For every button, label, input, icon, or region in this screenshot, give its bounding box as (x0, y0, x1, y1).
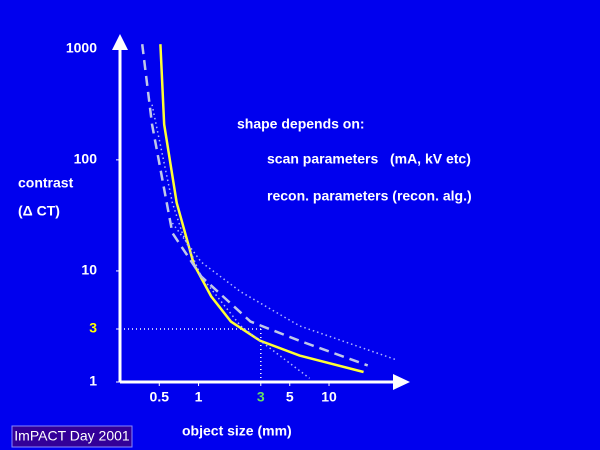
x-tick-label: 3 (257, 389, 265, 405)
y-arrow (112, 34, 128, 50)
footer: ImPACT Day 2001 (14, 428, 130, 444)
curve (159, 44, 364, 374)
curve (171, 222, 398, 361)
x-label: object size (mm) (182, 423, 292, 439)
annotation: recon. parameters (recon. alg.) (267, 188, 472, 204)
x-arrow (393, 374, 410, 390)
x-tick-label: 0.5 (150, 389, 170, 405)
y-tick-label: 1000 (66, 39, 97, 55)
x-tick-label: 5 (286, 389, 294, 405)
footer-box (11, 425, 133, 448)
y-tick-label: 1 (89, 373, 97, 389)
curve (140, 44, 369, 367)
y-tick-label: 100 (74, 151, 98, 167)
x-tick-label: 1 (195, 389, 203, 405)
curve (151, 104, 311, 379)
y-label: contrast (18, 175, 74, 191)
annotation: shape depends on: (237, 116, 365, 132)
x-tick-label: 10 (321, 389, 337, 405)
y-tick-label: 3 (89, 320, 97, 336)
annotation: scan parameters (mA, kV etc) (267, 151, 471, 167)
y-label: (Δ CT) (18, 203, 60, 219)
y-tick-label: 10 (81, 262, 97, 278)
